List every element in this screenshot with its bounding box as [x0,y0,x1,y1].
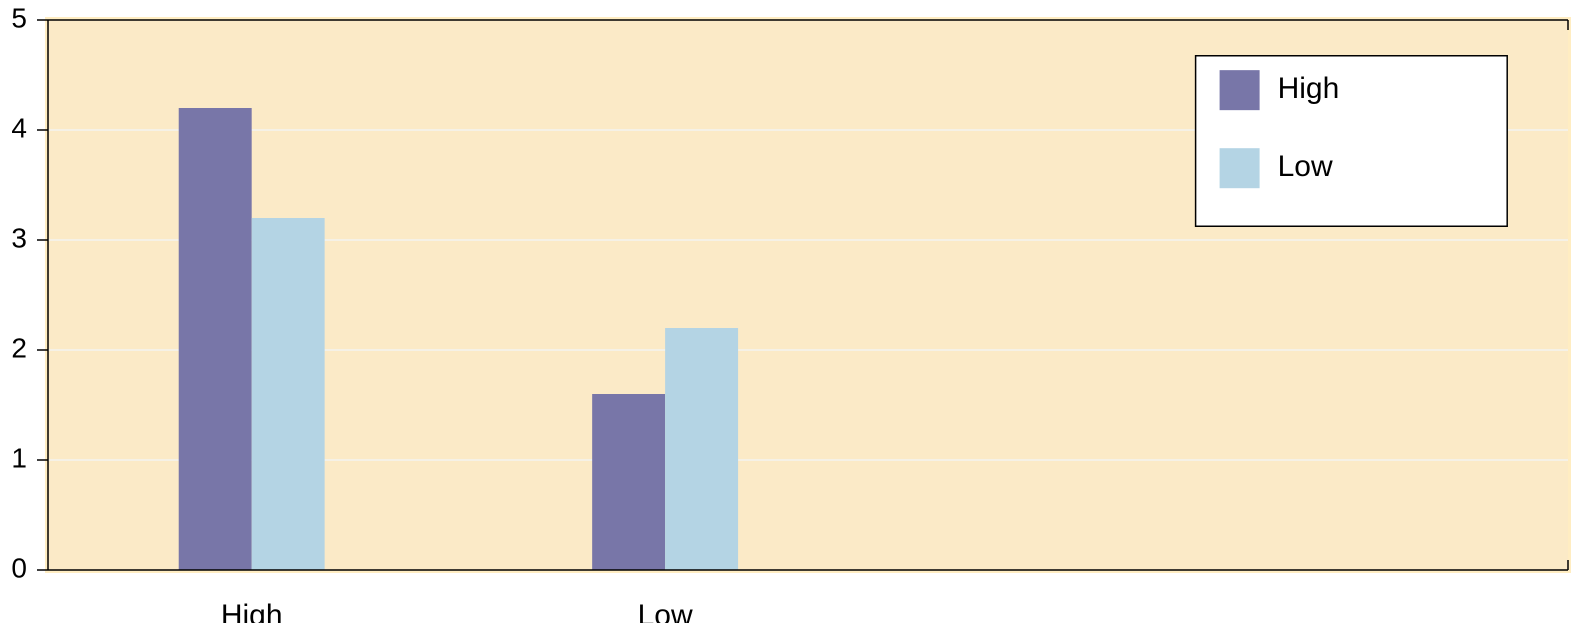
y-tick-label: 5 [11,2,27,33]
y-tick-label: 4 [11,112,27,143]
y-tick-label: 2 [11,332,27,363]
legend-swatch [1220,70,1260,110]
legend-label: High [1278,72,1340,105]
bar [592,394,665,570]
bar [665,328,738,570]
x-category-label: Low [638,599,693,623]
legend-label: Low [1278,150,1333,183]
bar-chart: 0 1 2 3 4 5 High Low High Low [0,0,1589,623]
y-tick-label: 0 [11,552,27,583]
x-category-label: High [221,599,283,623]
legend-swatch [1220,148,1260,188]
bar [179,108,252,570]
bar [252,218,325,570]
y-tick-label: 3 [11,222,27,253]
y-tick-label: 1 [11,442,27,473]
